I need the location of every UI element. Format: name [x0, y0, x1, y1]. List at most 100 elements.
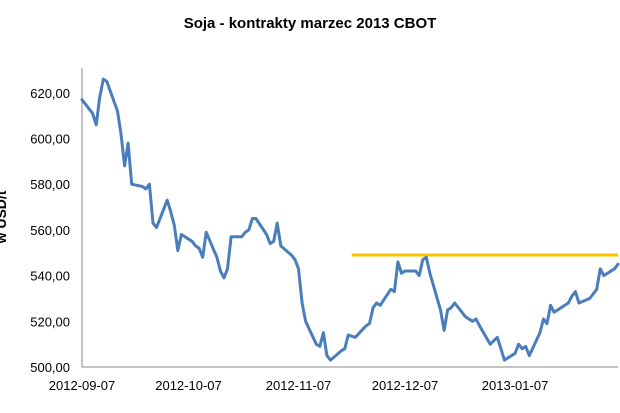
data-point [503, 358, 506, 362]
data-point [279, 244, 282, 248]
data-point [545, 322, 549, 325]
data-point [215, 256, 219, 259]
data-point [521, 347, 524, 350]
data-point [396, 260, 400, 264]
data-point [439, 308, 442, 312]
x-tick-label: 2012-10-07 [155, 378, 222, 393]
data-point [616, 263, 620, 266]
data-point [567, 301, 570, 305]
data-point [517, 343, 520, 346]
data-point [194, 244, 197, 248]
y-tick-label: 540,00 [30, 269, 70, 284]
data-point [347, 333, 350, 337]
data-point [496, 336, 499, 339]
data-point [176, 249, 179, 252]
plot-area [80, 68, 620, 368]
data-point [276, 221, 279, 225]
data-point [570, 295, 574, 298]
data-point [265, 233, 268, 236]
data-point [599, 267, 602, 270]
data-point [219, 269, 222, 273]
data-point [190, 240, 194, 243]
data-point [538, 331, 542, 334]
data-point [595, 288, 598, 291]
data-point [126, 141, 130, 145]
data-point [577, 301, 581, 305]
data-point [173, 224, 176, 227]
data-point [155, 226, 158, 229]
x-tick-label: 2012-11-07 [266, 378, 332, 393]
data-point [418, 274, 421, 277]
chart-title: Soja - kontrakty marzec 2013 CBOT [184, 15, 437, 32]
data-point [339, 349, 343, 353]
data-point [446, 308, 449, 312]
data-point [499, 347, 503, 350]
series-line [80, 77, 620, 362]
data-point [102, 77, 105, 81]
data-point [151, 221, 155, 225]
data-point [272, 240, 275, 243]
data-point [450, 306, 453, 309]
data-point [428, 272, 432, 275]
y-axis-label: w USD/t [0, 190, 9, 244]
data-point [116, 109, 119, 113]
data-point [542, 317, 545, 321]
data-point [148, 183, 151, 186]
data-point [400, 272, 403, 275]
data-point [474, 317, 478, 321]
data-point [293, 258, 297, 261]
data-point [141, 185, 144, 188]
data-point [123, 164, 126, 168]
data-point [315, 343, 318, 346]
data-point [421, 258, 424, 261]
x-tick-labels: 2012-09-07 2012-10-07 2012-11-07 2012-12-07… [49, 378, 549, 393]
data-point [297, 267, 300, 270]
data-point [229, 235, 233, 238]
y-tick-label: 580,00 [30, 177, 70, 192]
data-point [144, 187, 148, 190]
data-point [205, 231, 208, 234]
data-point [602, 274, 605, 277]
data-point [379, 304, 382, 307]
data-point [247, 228, 250, 232]
data-point [375, 301, 378, 305]
y-tick-labels: 500,00 520,00 540,00 560,00 580,00 600,00 620,… [30, 86, 70, 375]
data-point [549, 304, 552, 307]
data-point [343, 347, 346, 350]
data-point [290, 253, 293, 257]
data-point [95, 123, 98, 127]
y-tick-label: 600,00 [30, 132, 70, 147]
data-point [322, 331, 325, 334]
data-point [226, 267, 229, 270]
y-tick-label: 520,00 [30, 314, 70, 329]
data-point [478, 324, 481, 328]
data-point [592, 292, 595, 296]
data-point [91, 112, 94, 115]
x-tick-label: 2013-01-07 [482, 378, 549, 393]
data-point [166, 199, 169, 202]
x-tick-label: 2012-12-07 [372, 378, 439, 393]
data-point [442, 329, 446, 332]
data-point [325, 354, 329, 357]
data-point [393, 290, 396, 293]
data-point [403, 269, 407, 273]
y-tick-label: 620,00 [30, 86, 70, 101]
data-point [105, 80, 109, 83]
data-point [528, 354, 531, 357]
x-tick-label: 2012-09-07 [49, 378, 116, 393]
data-point [414, 269, 417, 273]
data-point [513, 352, 517, 355]
data-point [329, 358, 332, 362]
data-point [464, 315, 467, 318]
data-point [574, 290, 577, 293]
data-point [197, 247, 201, 250]
data-point [251, 217, 254, 220]
data-point [371, 306, 375, 309]
data-point [180, 233, 183, 236]
data-point [268, 242, 272, 245]
data-point [354, 336, 357, 339]
data-point [425, 256, 428, 259]
data-point [222, 276, 226, 280]
